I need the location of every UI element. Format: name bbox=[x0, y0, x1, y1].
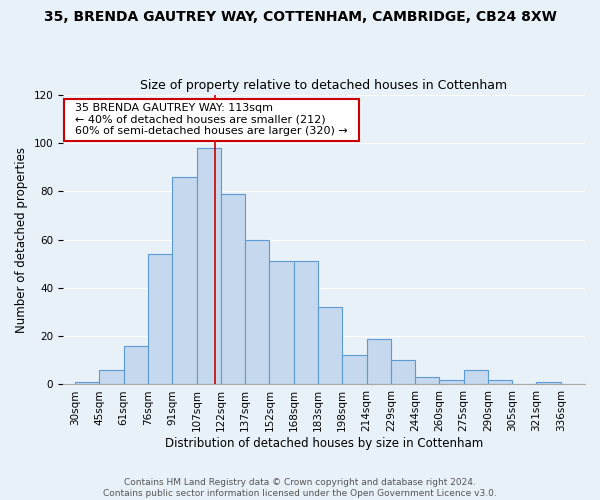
Bar bbox=[415, 377, 439, 384]
Bar bbox=[269, 261, 293, 384]
Title: Size of property relative to detached houses in Cottenham: Size of property relative to detached ho… bbox=[140, 79, 508, 92]
Bar bbox=[536, 382, 561, 384]
Bar bbox=[197, 148, 221, 384]
Bar bbox=[342, 356, 367, 384]
Text: 35, BRENDA GAUTREY WAY, COTTENHAM, CAMBRIDGE, CB24 8XW: 35, BRENDA GAUTREY WAY, COTTENHAM, CAMBR… bbox=[44, 10, 556, 24]
Bar bbox=[245, 240, 269, 384]
Text: Contains HM Land Registry data © Crown copyright and database right 2024.
Contai: Contains HM Land Registry data © Crown c… bbox=[103, 478, 497, 498]
X-axis label: Distribution of detached houses by size in Cottenham: Distribution of detached houses by size … bbox=[165, 437, 483, 450]
Bar bbox=[464, 370, 488, 384]
Bar bbox=[293, 261, 318, 384]
Y-axis label: Number of detached properties: Number of detached properties bbox=[15, 146, 28, 332]
Bar bbox=[391, 360, 415, 384]
Bar bbox=[124, 346, 148, 385]
Text: 35 BRENDA GAUTREY WAY: 113sqm  
  ← 40% of detached houses are smaller (212)  
 : 35 BRENDA GAUTREY WAY: 113sqm ← 40% of d… bbox=[68, 104, 355, 136]
Bar bbox=[148, 254, 172, 384]
Bar bbox=[367, 338, 391, 384]
Bar bbox=[439, 380, 464, 384]
Bar bbox=[221, 194, 245, 384]
Bar bbox=[488, 380, 512, 384]
Bar bbox=[75, 382, 100, 384]
Bar bbox=[100, 370, 124, 384]
Bar bbox=[318, 307, 342, 384]
Bar bbox=[172, 176, 197, 384]
